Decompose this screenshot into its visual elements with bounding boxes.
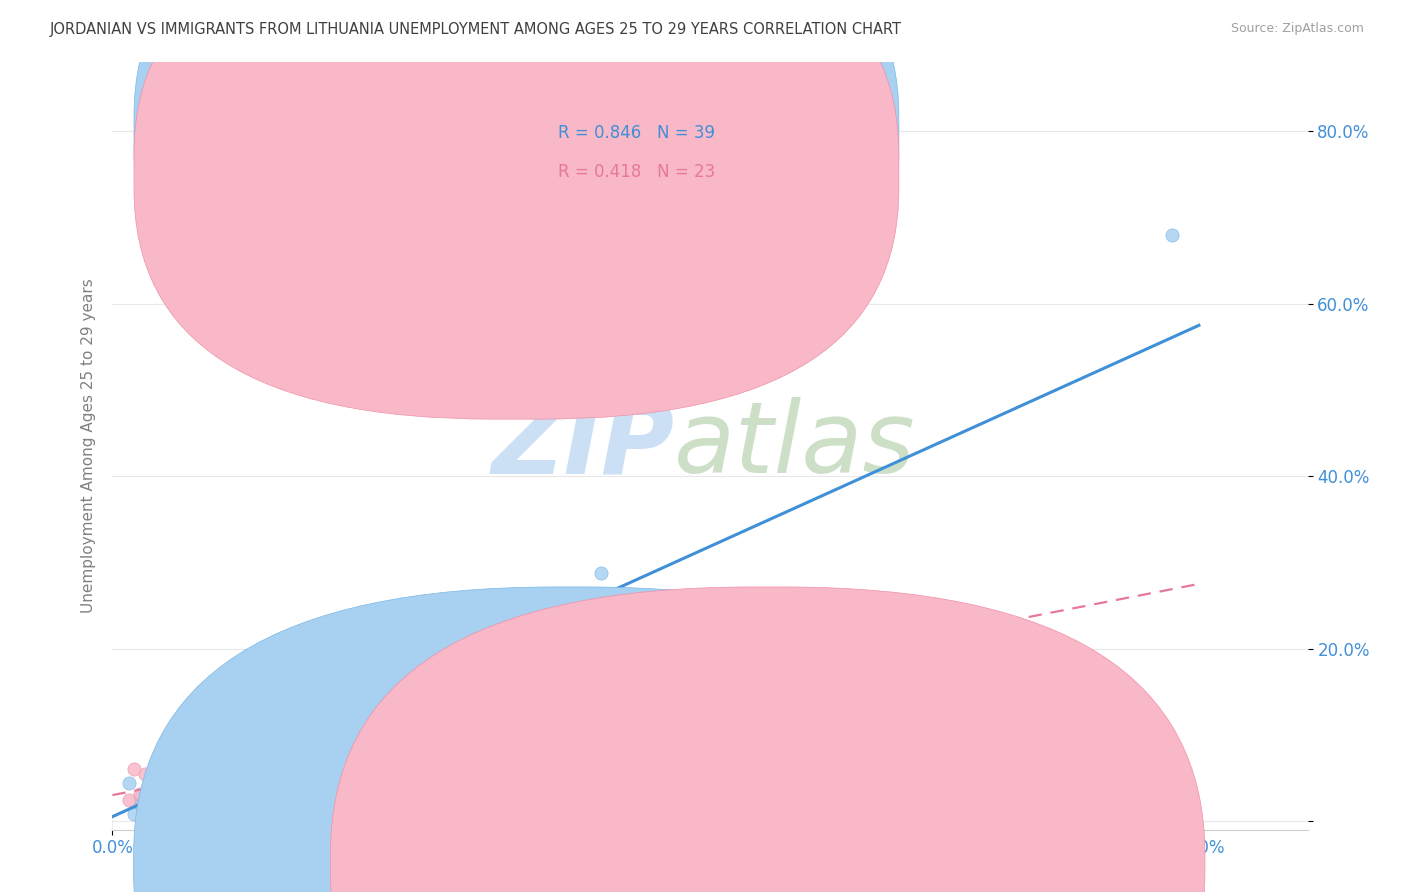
Point [699,721,721,735]
Point [122,807,145,822]
Y-axis label: Unemployment Among Ages 25 to 29 years: Unemployment Among Ages 25 to 29 years [80,278,96,614]
Point [172,776,194,790]
Point [238,755,260,769]
Point [242,754,264,768]
Point [509,644,531,658]
Point [591,566,613,580]
Point [118,793,141,807]
Point [188,768,211,782]
FancyBboxPatch shape [458,93,818,208]
FancyBboxPatch shape [134,0,898,419]
Point [509,678,531,692]
Point [416,699,439,714]
Point [177,799,200,814]
Point [139,800,162,814]
Point [162,787,183,801]
Point [194,773,217,788]
Point [200,720,222,734]
Text: ZIP: ZIP [491,398,675,494]
Point [346,778,368,792]
Text: Jordanians: Jordanians [593,856,673,871]
Point [145,812,167,826]
Point [183,747,205,761]
Point [156,777,179,791]
Point [221,778,243,792]
Point [373,678,395,692]
Point [162,786,183,800]
Point [134,807,156,822]
Point [145,780,167,795]
Point [264,760,287,774]
Point [156,812,179,826]
Point [145,774,167,789]
Point [329,732,352,747]
Point [134,767,156,781]
Text: Immigrants from Lithuania: Immigrants from Lithuania [790,856,994,871]
Text: JORDANIAN VS IMMIGRANTS FROM LITHUANIA UNEMPLOYMENT AMONG AGES 25 TO 29 YEARS CO: JORDANIAN VS IMMIGRANTS FROM LITHUANIA U… [49,22,901,37]
Point [139,812,162,826]
Point [291,735,314,749]
Text: R = 0.418   N = 23: R = 0.418 N = 23 [558,162,716,181]
Point [226,761,249,775]
Point [177,766,200,780]
Point [128,791,150,805]
Point [166,803,188,817]
Point [122,762,145,776]
Point [401,717,423,731]
Point [1160,227,1182,242]
Point [454,722,477,736]
Text: Source: ZipAtlas.com: Source: ZipAtlas.com [1230,22,1364,36]
Point [166,717,188,731]
Point [166,772,188,786]
Point [308,699,330,714]
Point [253,776,276,790]
FancyBboxPatch shape [134,0,898,381]
Point [128,797,150,811]
Point [150,797,173,812]
Point [139,792,162,806]
Point [297,758,319,772]
Point [128,788,150,802]
Point [172,773,194,788]
Point [156,788,179,802]
Point [188,785,211,799]
Point [162,766,183,780]
Point [264,720,287,734]
Point [134,795,156,809]
Point [276,738,298,752]
Point [200,734,222,748]
Point [118,776,141,790]
Point [591,703,613,717]
Point [454,660,477,674]
Point [209,761,232,775]
Text: atlas: atlas [675,398,915,494]
Text: R = 0.846   N = 39: R = 0.846 N = 39 [558,124,716,143]
Point [209,761,232,775]
